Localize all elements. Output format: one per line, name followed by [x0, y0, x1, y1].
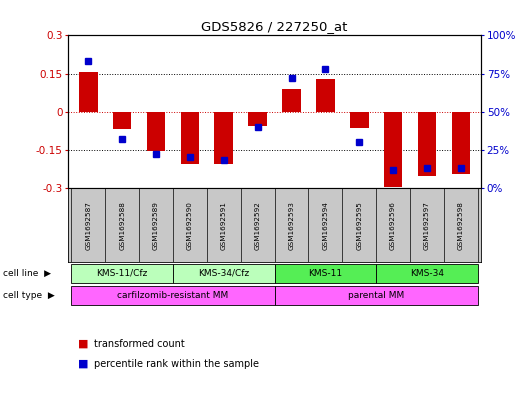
Text: GSM1692594: GSM1692594: [322, 201, 328, 250]
Bar: [275, 264, 376, 283]
Text: KMS-11: KMS-11: [309, 268, 343, 277]
Bar: [275, 286, 478, 305]
Bar: [282, 89, 301, 112]
Bar: [71, 264, 173, 283]
Bar: [376, 264, 478, 283]
Bar: [71, 286, 275, 305]
Text: GSM1692589: GSM1692589: [153, 201, 159, 250]
Text: GSM1692596: GSM1692596: [390, 201, 396, 250]
Text: GSM1692595: GSM1692595: [356, 201, 362, 250]
Text: GSM1692591: GSM1692591: [221, 201, 227, 250]
Bar: [384, 112, 402, 187]
Text: parental MM: parental MM: [348, 290, 404, 299]
Text: cell line  ▶: cell line ▶: [3, 269, 51, 278]
Text: GSM1692592: GSM1692592: [255, 201, 260, 250]
Text: ■: ■: [78, 358, 89, 369]
Text: KMS-11/Cfz: KMS-11/Cfz: [96, 268, 148, 277]
Text: GSM1692588: GSM1692588: [119, 201, 125, 250]
Text: GSM1692587: GSM1692587: [85, 201, 92, 250]
Bar: [350, 112, 369, 128]
Bar: [316, 79, 335, 112]
Bar: [147, 112, 165, 151]
Bar: [418, 112, 436, 176]
Text: transformed count: transformed count: [94, 339, 185, 349]
Text: percentile rank within the sample: percentile rank within the sample: [94, 358, 259, 369]
Text: cell type  ▶: cell type ▶: [3, 291, 54, 300]
Bar: [173, 264, 275, 283]
Text: GSM1692597: GSM1692597: [424, 201, 430, 250]
Bar: [248, 112, 267, 126]
Bar: [214, 112, 233, 164]
Text: carfilzomib-resistant MM: carfilzomib-resistant MM: [117, 290, 229, 299]
Text: KMS-34: KMS-34: [410, 268, 444, 277]
Bar: [451, 112, 470, 174]
Text: GSM1692590: GSM1692590: [187, 201, 193, 250]
Bar: [180, 112, 199, 164]
Text: ■: ■: [78, 339, 89, 349]
Bar: [113, 112, 131, 129]
Text: GSM1692598: GSM1692598: [458, 201, 464, 250]
Bar: [79, 72, 98, 112]
Text: KMS-34/Cfz: KMS-34/Cfz: [198, 268, 249, 277]
Title: GDS5826 / 227250_at: GDS5826 / 227250_at: [201, 20, 348, 33]
Text: GSM1692593: GSM1692593: [289, 201, 294, 250]
